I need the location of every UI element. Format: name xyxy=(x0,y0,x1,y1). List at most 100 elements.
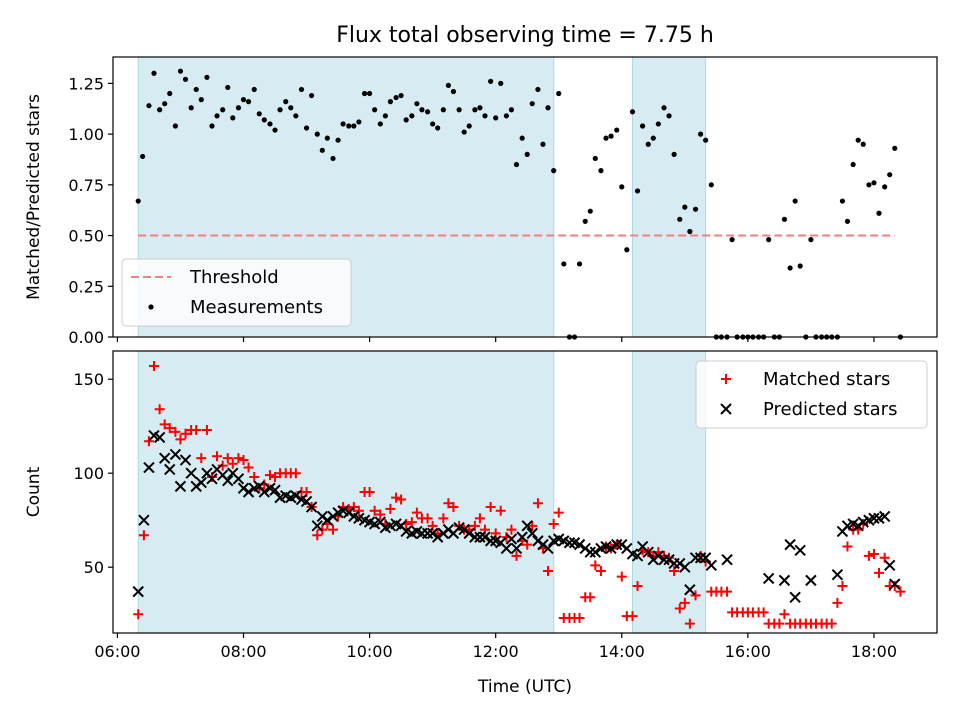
matched-point xyxy=(164,423,175,434)
measurement-point xyxy=(377,121,383,127)
measurement-point xyxy=(619,184,625,190)
predicted-point xyxy=(222,475,234,487)
predicted-point xyxy=(269,484,281,496)
predicted-point xyxy=(805,574,817,587)
predicted-point xyxy=(679,561,691,573)
measurement-point xyxy=(629,109,636,115)
measurement-point xyxy=(844,218,851,224)
measurement-point xyxy=(598,168,604,174)
matched-point xyxy=(191,424,202,435)
predicted-point xyxy=(505,533,518,545)
matched-point xyxy=(249,471,260,482)
predicted-point xyxy=(195,476,207,489)
matched-point xyxy=(270,471,281,482)
measurement-point xyxy=(230,115,236,121)
predicted-point xyxy=(526,527,538,540)
measurement-point xyxy=(303,125,310,131)
predicted-point xyxy=(721,553,733,566)
measurement-point xyxy=(797,263,803,269)
predicted-point xyxy=(421,527,434,540)
measurement-point xyxy=(456,107,462,113)
measurement-point xyxy=(382,113,388,119)
measurement-point xyxy=(855,137,861,143)
matched-point xyxy=(375,509,386,520)
matched-point xyxy=(201,424,212,435)
measurement-point xyxy=(639,123,646,129)
matched-point xyxy=(243,462,254,473)
measurement-point xyxy=(524,151,530,157)
plot-frame xyxy=(112,350,938,634)
matched-point xyxy=(138,530,149,541)
matched-point xyxy=(143,436,154,447)
legend-threshold-label: Threshold xyxy=(189,267,279,288)
measurement-point xyxy=(603,135,609,141)
measurement-point xyxy=(398,92,404,99)
matched-point xyxy=(826,618,837,629)
predicted-point xyxy=(431,531,444,543)
matched-point xyxy=(448,502,459,513)
measurement-point xyxy=(677,216,683,222)
predicted-point xyxy=(242,486,255,498)
measurement-point xyxy=(592,155,598,162)
predicted-point xyxy=(605,542,617,555)
measurement-point xyxy=(839,198,846,204)
measurement-point xyxy=(261,117,267,123)
predicted-point xyxy=(642,546,654,558)
legend-measurements-label: Measurements xyxy=(190,297,323,318)
measurement-point xyxy=(661,105,667,111)
matched-point xyxy=(238,455,249,466)
measurement-point xyxy=(167,90,173,97)
measurement-point xyxy=(414,101,420,107)
x-tick-label: 14:00 xyxy=(599,642,645,661)
matched-point xyxy=(170,426,181,437)
measurement-point xyxy=(687,228,693,235)
measurement-point xyxy=(235,105,242,111)
predicted-point xyxy=(584,546,596,558)
measurement-point xyxy=(540,141,546,147)
measurement-point xyxy=(283,99,289,105)
predicted-point xyxy=(174,480,187,493)
measurement-point xyxy=(435,125,441,131)
measurement-point xyxy=(461,129,467,135)
matched-point xyxy=(180,428,191,439)
measurement-point xyxy=(860,141,866,147)
measurement-point xyxy=(887,172,893,178)
y-tick-label: 150 xyxy=(73,370,104,389)
measurement-point xyxy=(498,80,504,86)
predicted-point xyxy=(658,553,670,566)
measurement-point xyxy=(245,99,252,105)
measurement-point xyxy=(409,113,415,119)
matched-point xyxy=(469,520,480,531)
legend-measurement-swatch xyxy=(148,304,154,310)
predicted-point xyxy=(563,537,576,549)
matched-point xyxy=(873,567,884,578)
y-tick-label: 1.00 xyxy=(68,125,104,144)
measurement-point xyxy=(561,261,567,267)
measurement-point xyxy=(293,113,299,119)
predicted-point xyxy=(705,559,718,572)
matched-point xyxy=(328,524,339,535)
measurement-point xyxy=(225,84,231,91)
matched-point xyxy=(832,597,843,608)
plot-frame xyxy=(112,56,938,338)
measurement-point xyxy=(482,113,488,119)
measurement-point xyxy=(393,94,399,101)
matched-point xyxy=(616,571,627,582)
matched-point xyxy=(485,502,496,513)
measurement-point xyxy=(198,97,204,103)
matched-point xyxy=(669,565,680,576)
measurement-point xyxy=(513,161,520,168)
y-tick-label: 0.25 xyxy=(68,277,104,296)
matched-point xyxy=(148,361,159,372)
matched-point xyxy=(290,468,301,479)
measurement-point xyxy=(351,123,357,129)
measurement-point xyxy=(157,107,163,113)
matched-point xyxy=(627,611,638,622)
measurement-point xyxy=(335,137,341,143)
measurement-point xyxy=(666,113,672,119)
measurement-point xyxy=(614,127,620,133)
measurement-point xyxy=(314,131,320,137)
predicted-point xyxy=(169,448,182,461)
measurement-point xyxy=(787,265,793,271)
measurement-point xyxy=(535,86,541,93)
